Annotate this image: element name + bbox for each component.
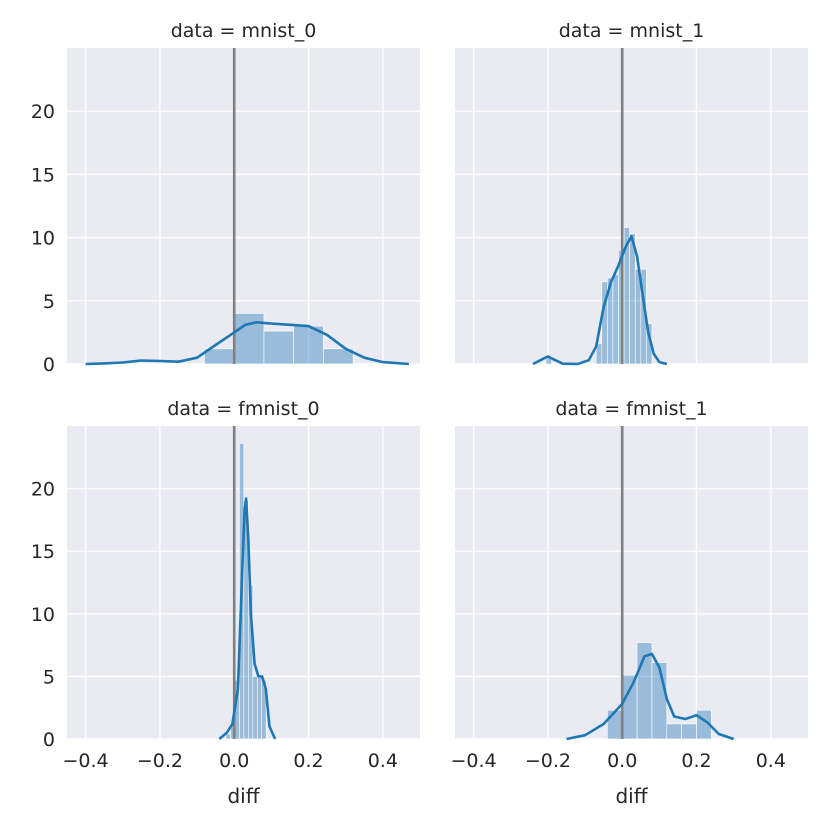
- y-tick-label: 5: [43, 666, 55, 688]
- y-tick-label: 15: [31, 164, 55, 186]
- panel-background: [67, 48, 420, 364]
- panel-background: [67, 426, 420, 739]
- histogram-bar: [323, 348, 354, 365]
- y-tick-label: 5: [43, 291, 55, 313]
- histogram-bar: [612, 273, 619, 365]
- histogram-bar: [681, 723, 697, 740]
- kde-curve: [218, 497, 277, 740]
- panel-background: [455, 48, 808, 364]
- kde-curve: [532, 235, 668, 366]
- y-tick-label: 10: [31, 604, 55, 626]
- histogram-bar: [263, 330, 294, 365]
- x-tick-label: 0.2: [293, 750, 323, 772]
- facet-panel-1: data = mnist_0 0 5 10 15 20: [31, 20, 420, 376]
- panel-title: data = fmnist_1: [555, 398, 707, 420]
- x-tick-label: −0.2: [137, 750, 183, 772]
- histogram-bar: [225, 733, 231, 740]
- x-tick-label: 0.0: [219, 750, 249, 772]
- x-tick-label: −0.4: [451, 750, 497, 772]
- kde-curve: [566, 652, 735, 741]
- panel-title: data = fmnist_0: [167, 398, 319, 420]
- x-axis-label: diff: [615, 784, 648, 808]
- x-tick-label: 0.4: [368, 750, 398, 772]
- panel-title: data = mnist_1: [559, 20, 705, 42]
- y-tick-label: 0: [43, 729, 55, 751]
- panel-title: data = mnist_0: [171, 20, 317, 42]
- x-tick-label: 0.2: [681, 750, 711, 772]
- histogram-bar: [651, 662, 668, 740]
- histogram-bar: [233, 313, 265, 365]
- histogram-bar: [666, 723, 682, 740]
- y-tick-label: 20: [31, 479, 55, 501]
- y-tick-label: 20: [31, 101, 55, 123]
- histogram-bar: [629, 233, 636, 365]
- facet-panel-4: data = fmnist_1 −0.4 −0.2 0.0 0.2 0.4 diff: [451, 398, 808, 808]
- x-axis-label: diff: [227, 784, 260, 808]
- histogram-bar: [293, 325, 324, 365]
- facet-panel-2: data = mnist_1: [455, 20, 808, 366]
- kde-curve: [85, 321, 409, 366]
- facet-panel-3: data = fmnist_0 0 5 10 15 20 −0.4 −0.2 0.0 0.2 0.4…: [31, 398, 420, 808]
- histogram-bar: [256, 677, 263, 740]
- x-tick-label: −0.4: [63, 750, 109, 772]
- x-tick-label: −0.2: [525, 750, 571, 772]
- x-tick-label: 0.0: [607, 750, 637, 772]
- y-tick-label: 15: [31, 541, 55, 563]
- y-tick-label: 10: [31, 228, 55, 250]
- x-tick-label: 0.4: [756, 750, 786, 772]
- histogram-bar: [607, 709, 623, 740]
- histogram-bar: [252, 676, 258, 740]
- y-tick-label: 0: [43, 354, 55, 376]
- histogram-bar: [621, 674, 638, 740]
